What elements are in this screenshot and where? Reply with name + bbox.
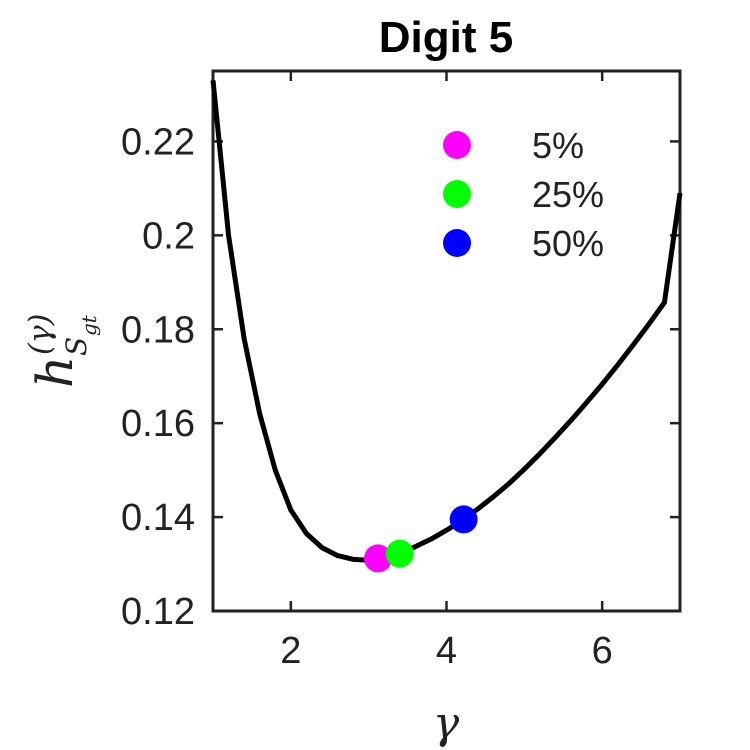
legend-marker xyxy=(443,131,471,159)
series-line xyxy=(210,80,683,563)
legend-label: 5% xyxy=(532,125,584,166)
x-axis-label: γ xyxy=(433,698,460,749)
y-tick-label: 0.12 xyxy=(121,591,195,633)
chart-title: Digit 5 xyxy=(379,13,513,62)
data-point xyxy=(449,505,478,534)
y-axis-label-superscript: (γ) xyxy=(23,314,58,355)
legend-marker xyxy=(443,180,471,208)
x-tick-label: 4 xyxy=(436,630,457,672)
axis-tick-labels: 2 4 6 0.12 0.14 0.16 0.18 0.2 0.22 xyxy=(121,121,613,672)
legend: 5% 25% 50% xyxy=(443,125,604,264)
data-point xyxy=(364,544,393,573)
data-markers xyxy=(364,505,478,573)
y-axis-label-sub-subscript: gt xyxy=(77,314,101,336)
y-tick-label: 0.2 xyxy=(142,215,195,257)
legend-label: 25% xyxy=(532,174,604,215)
y-axis-label-subscript: S xyxy=(60,337,93,356)
y-tick-label: 0.18 xyxy=(121,309,195,351)
data-point xyxy=(385,539,414,568)
y-axis-label-main: h xyxy=(26,356,84,388)
legend-label: 50% xyxy=(532,223,604,264)
legend-marker xyxy=(443,229,471,257)
x-tick-label: 2 xyxy=(280,630,301,672)
y-tick-label: 0.16 xyxy=(121,403,195,445)
x-tick-label: 6 xyxy=(592,630,613,672)
y-tick-label: 0.14 xyxy=(121,497,195,539)
axis-ticks xyxy=(213,71,680,613)
y-tick-label: 0.22 xyxy=(121,121,195,163)
y-axis-label: h (γ) S gt xyxy=(23,314,101,388)
